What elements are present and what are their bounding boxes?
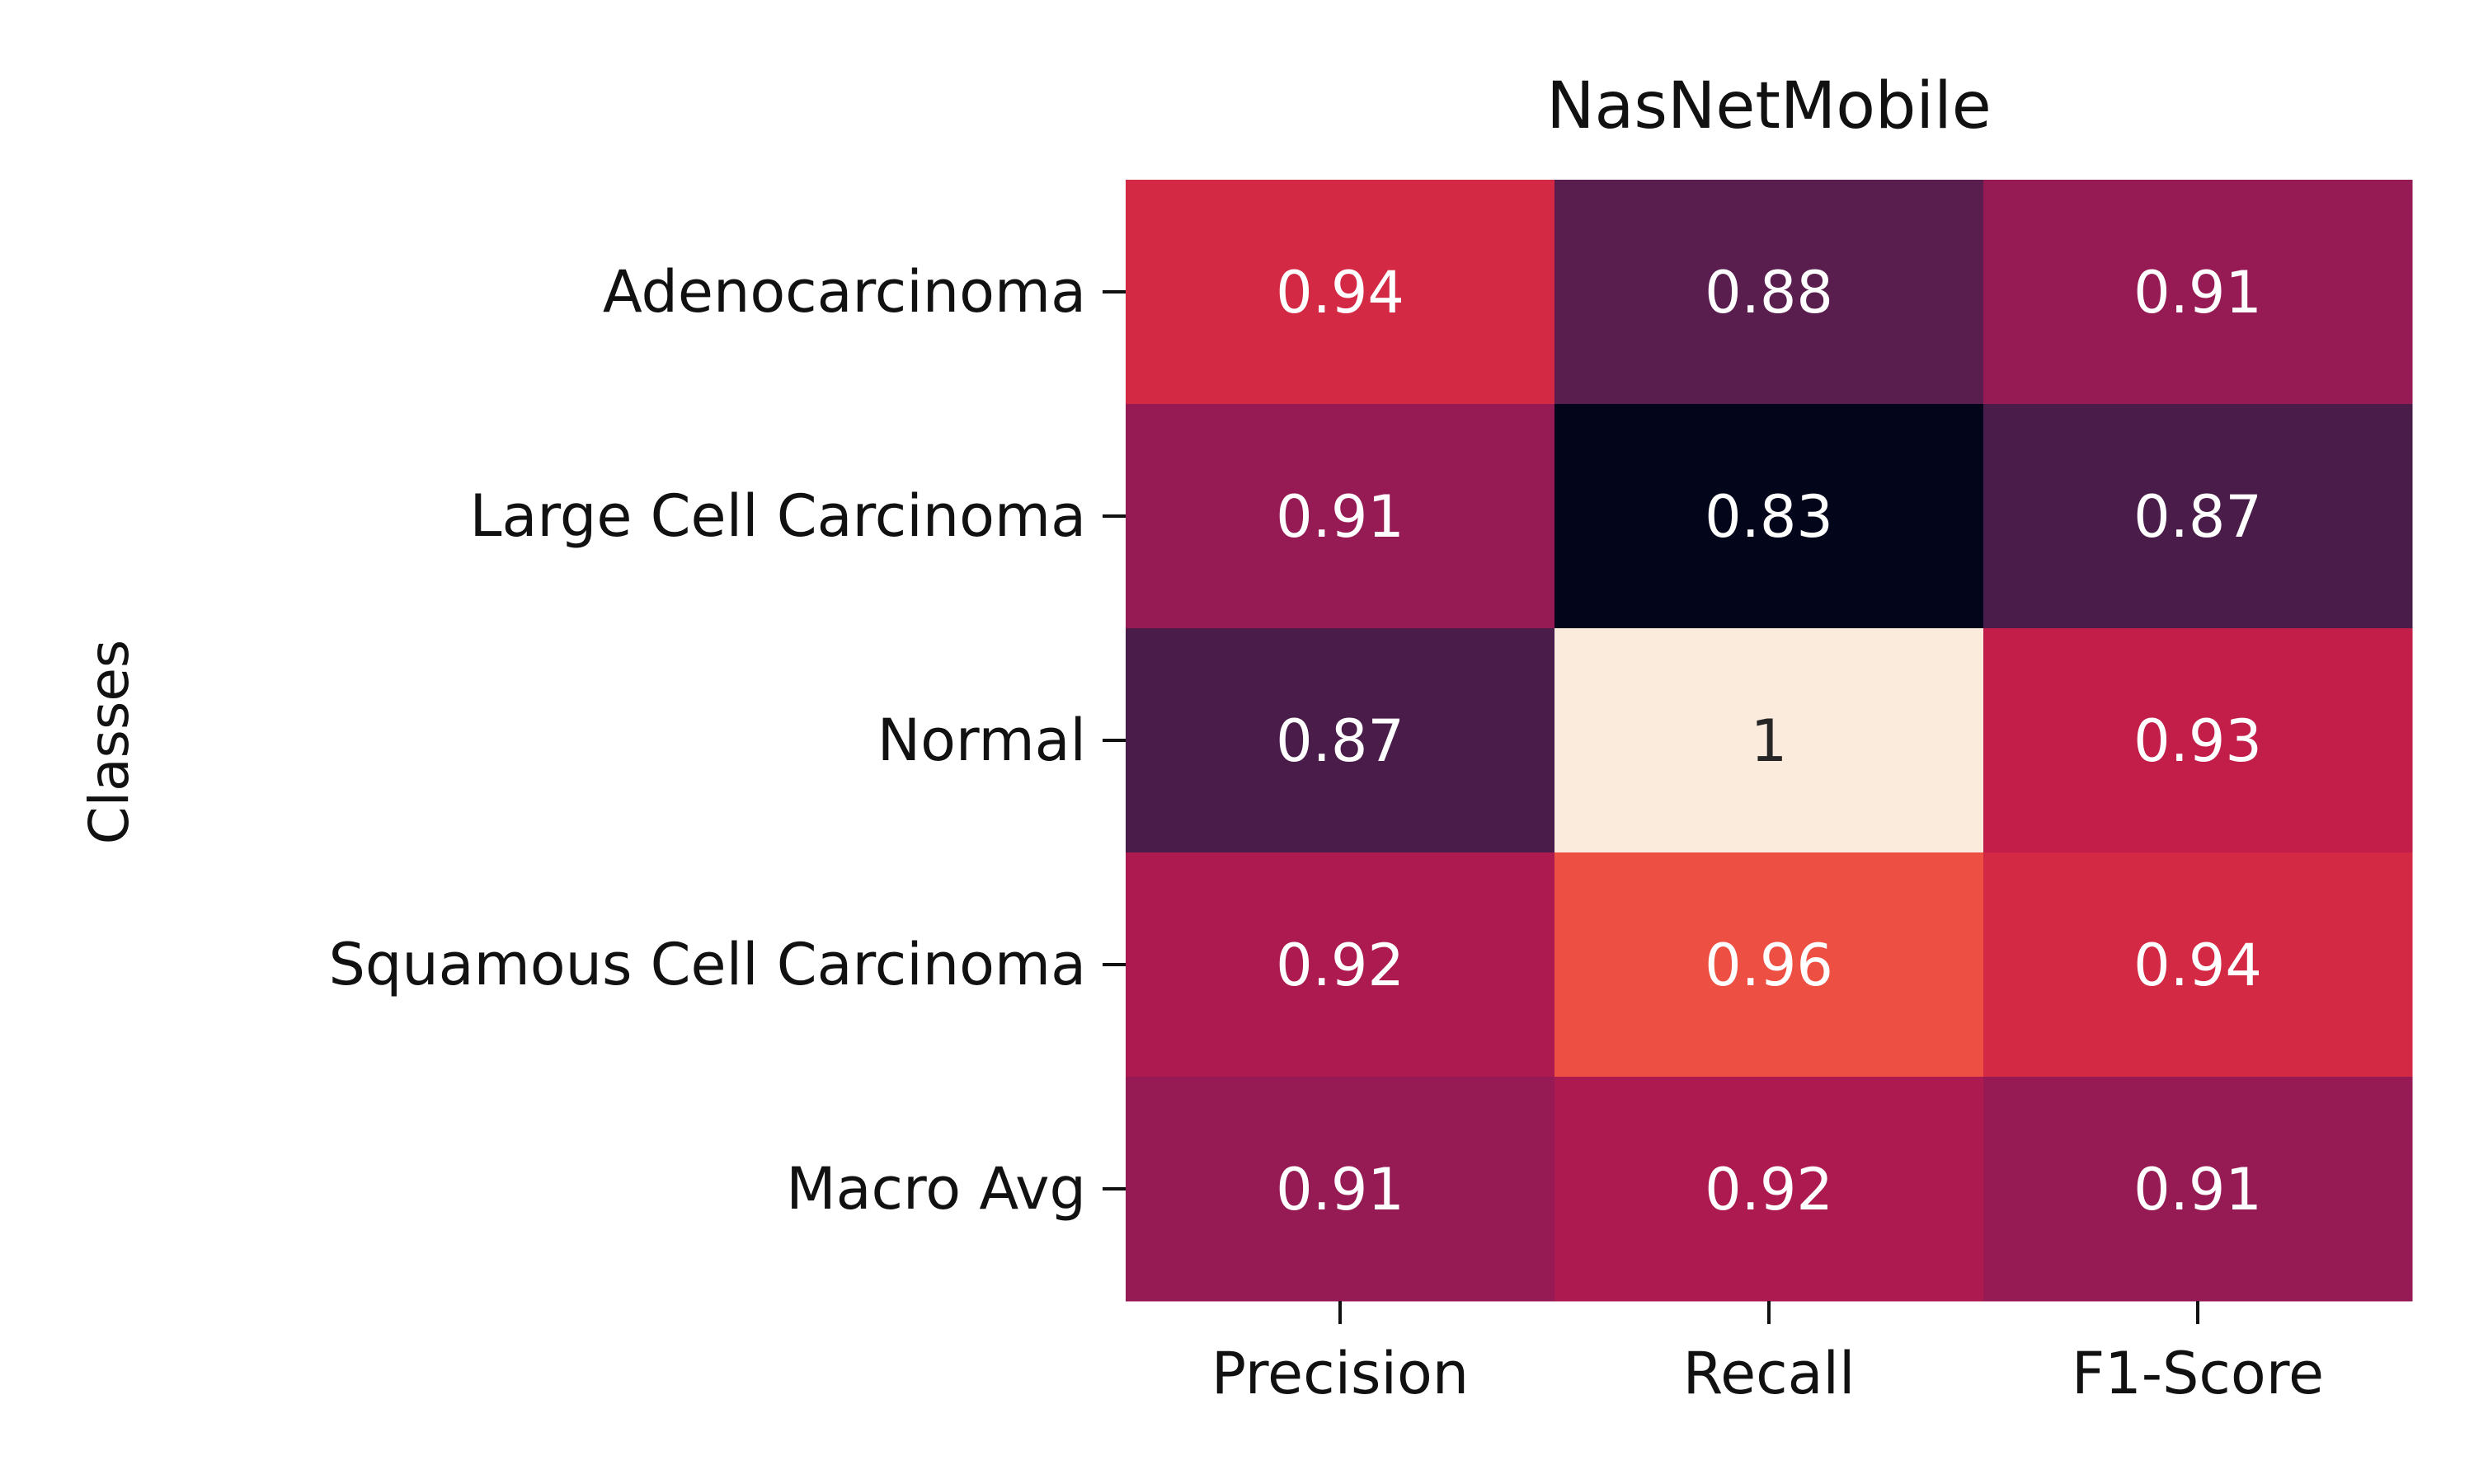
cell-value-label: 0.94 [2133, 932, 2262, 999]
cell-value-label: 0.93 [2133, 707, 2262, 775]
heatmap-cell [1126, 180, 1555, 405]
row-label: Squamous Cell Carcinoma [328, 931, 1086, 998]
row-label: Large Cell Carcinoma [469, 482, 1086, 550]
heatmap-cells: 0.94 0.88 0.91 0.91 0.83 0.87 0.87 1 0.93 0.92 0.9… [1126, 180, 2413, 1302]
row-tick-labels: Adenocarcinoma Large Cell Carcinoma Normal… [328, 258, 1086, 1223]
heatmap-cell [1126, 628, 1555, 853]
row-label: Macro Avg [786, 1155, 1086, 1223]
cell-value-label: 0.83 [1705, 483, 1833, 551]
heatmap-cell [1983, 180, 2413, 405]
cell-value-label: 0.87 [2133, 483, 2262, 551]
heatmap-cell [1126, 1077, 1555, 1302]
heatmap-cell [1983, 404, 2413, 629]
cell-value-label: 0.91 [2133, 259, 2262, 326]
chart-title: NasNetMobile [1546, 69, 1992, 143]
heatmap-cell [1126, 404, 1555, 629]
row-label: Adenocarcinoma [603, 258, 1086, 326]
cell-value-label: 0.92 [1705, 1156, 1833, 1223]
column-label: F1-Score [2072, 1340, 2324, 1407]
cell-value-label: 0.91 [1276, 1156, 1404, 1223]
column-label: Precision [1211, 1340, 1469, 1407]
cell-value-label: 0.96 [1705, 932, 1833, 999]
column-label: Recall [1683, 1340, 1856, 1407]
cell-value-label: 0.91 [2133, 1156, 2262, 1223]
cell-value-label: 0.88 [1705, 259, 1833, 326]
heatmap-cell [1983, 628, 2413, 853]
axis-ticks [1103, 290, 2199, 1324]
cell-value-label: 0.87 [1276, 707, 1404, 775]
heatmap-cell [1554, 404, 1984, 629]
column-tick-labels: Precision Recall F1-Score [1211, 1340, 2324, 1407]
y-axis-label: Classes [78, 640, 141, 845]
heatmap-cell [1983, 852, 2413, 1078]
cell-value-label: 1 [1751, 707, 1788, 775]
heatmap-cell [1126, 852, 1555, 1078]
heatmap-cell [1983, 1077, 2413, 1302]
heatmap-cell [1554, 628, 1984, 853]
cell-value-label: 0.91 [1276, 483, 1404, 551]
heatmap-cell [1554, 180, 1984, 405]
row-label: Normal [877, 707, 1086, 774]
heatmap-cell [1554, 852, 1984, 1078]
cell-value-label: 0.94 [1276, 259, 1404, 326]
cell-value-label: 0.92 [1276, 932, 1404, 999]
heatmap-cell [1554, 1077, 1984, 1302]
